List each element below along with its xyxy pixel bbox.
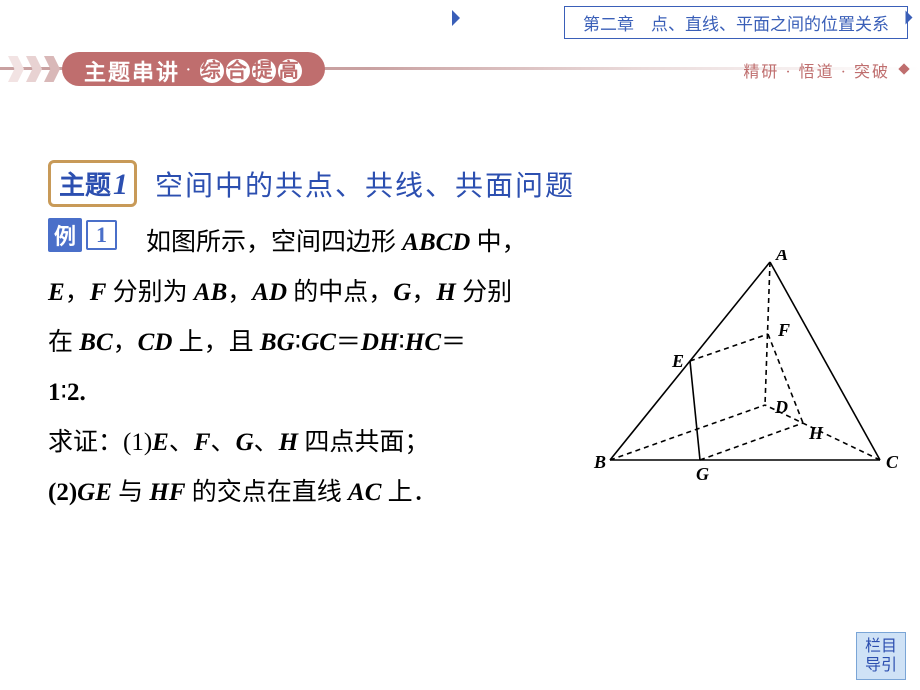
t: 上，且 — [172, 329, 260, 356]
section-dot: · — [186, 63, 193, 79]
svg-text:E: E — [671, 351, 684, 371]
t: H — [279, 429, 298, 456]
geometry-figure: A B C G D E F H — [590, 250, 900, 480]
section-circ-2: 合 — [226, 59, 250, 83]
svg-text:H: H — [808, 423, 824, 443]
nav-line1: 栏目 — [859, 637, 903, 656]
section-circ-3: 提 — [252, 59, 276, 83]
topic-row: 主题 1 空间中的共点、共线、共面问题 — [48, 160, 575, 207]
svg-text:C: C — [886, 452, 899, 472]
t: AC — [348, 479, 381, 506]
t: 上． — [381, 479, 437, 506]
t: BC — [79, 329, 112, 356]
section-label-a: 主题串讲 — [84, 55, 180, 87]
t: 、 — [254, 429, 279, 456]
t: ＝ — [441, 329, 466, 356]
section-pill: 主题串讲 · 综 合 提 高 — [62, 52, 325, 86]
t: ABCD — [402, 229, 470, 256]
t: 1 — [48, 379, 61, 406]
section-bar: 主题串讲 · 综 合 提 高 精研 · 悟道 · 突破 — [0, 48, 920, 90]
t: ， — [113, 329, 138, 356]
t: GE — [77, 479, 112, 506]
t: HF — [149, 479, 185, 506]
topic-badge-num: 1 — [113, 168, 128, 202]
svg-text:F: F — [777, 320, 790, 340]
t: G — [393, 279, 411, 306]
t: 、 — [169, 429, 194, 456]
t: 如图所示，空间四边形 — [146, 229, 402, 256]
t: F — [194, 429, 211, 456]
t: HC — [405, 329, 441, 356]
banner-arrow-right — [906, 11, 913, 25]
t: 、 — [211, 429, 236, 456]
diamond-icon — [898, 63, 909, 74]
t: DH — [361, 329, 399, 356]
t: 四点共面； — [298, 429, 429, 456]
svg-text:G: G — [696, 464, 709, 480]
svg-text:A: A — [775, 250, 788, 264]
t: 求证：(1) — [48, 429, 152, 456]
t: 分别 — [456, 279, 512, 306]
topic-title: 空间中的共点、共线、共面问题 — [155, 164, 575, 204]
t: AB — [194, 279, 227, 306]
t: 的中点， — [287, 279, 393, 306]
t: AD — [252, 279, 287, 306]
t: CD — [138, 329, 173, 356]
t: 中， — [470, 229, 526, 256]
t: GC — [301, 329, 336, 356]
t: ， — [65, 279, 90, 306]
nav-button[interactable]: 栏目 导引 — [856, 632, 906, 680]
problem-text: 如图所示，空间四边形 ABCD 中， E，F 分别为 AB，AD 的中点，G，H… — [48, 218, 588, 518]
svg-text:D: D — [774, 397, 788, 417]
t: ＝ — [336, 329, 361, 356]
section-circ-4: 高 — [278, 59, 302, 83]
t: F — [90, 279, 107, 306]
t: H — [436, 279, 455, 306]
section-subtitle: 精研 · 悟道 · 突破 — [743, 58, 890, 82]
t: 2. — [67, 379, 86, 406]
t: ， — [411, 279, 436, 306]
t: 的交点在直线 — [186, 479, 349, 506]
banner-arrow-left — [452, 10, 460, 26]
section-circ-1: 综 — [200, 59, 224, 83]
t: 分别为 — [106, 279, 194, 306]
nav-line2: 导引 — [859, 656, 903, 675]
t: G — [236, 429, 254, 456]
chapter-banner: 第二章 点、直线、平面之间的位置关系 — [564, 6, 908, 39]
t: 在 — [48, 329, 79, 356]
topic-badge: 主题 1 — [48, 160, 137, 207]
t: E — [48, 279, 65, 306]
chevron-icon — [8, 56, 60, 82]
topic-badge-text: 主题 — [59, 165, 111, 202]
svg-text:B: B — [593, 452, 606, 472]
t: (2) — [48, 479, 77, 506]
t: ， — [227, 279, 252, 306]
t: BG — [260, 329, 295, 356]
t: 与 — [112, 479, 150, 506]
t: E — [152, 429, 169, 456]
